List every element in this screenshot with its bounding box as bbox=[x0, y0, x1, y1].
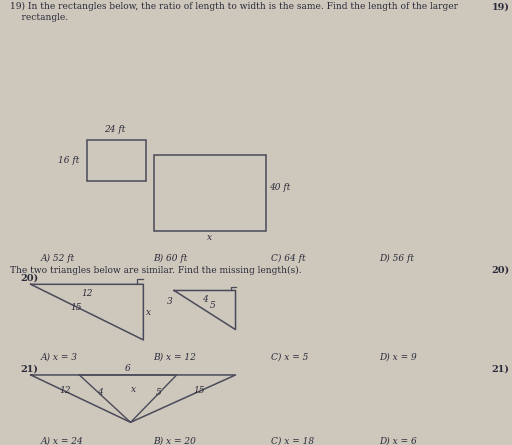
Text: B) 60 ft: B) 60 ft bbox=[154, 253, 188, 263]
Text: 3: 3 bbox=[167, 297, 173, 306]
Text: 21): 21) bbox=[492, 364, 509, 374]
Text: The two triangles below are similar. Find the missing length(s).: The two triangles below are similar. Fin… bbox=[10, 266, 302, 275]
Bar bbox=[87, 140, 146, 181]
Text: C) x = 5: C) x = 5 bbox=[271, 352, 309, 361]
Text: B) x = 12: B) x = 12 bbox=[154, 352, 197, 361]
Text: 4: 4 bbox=[202, 295, 208, 304]
Text: 20): 20) bbox=[492, 266, 509, 275]
Text: x: x bbox=[207, 233, 212, 242]
Text: 19): 19) bbox=[492, 2, 509, 11]
Text: x: x bbox=[131, 385, 136, 394]
Text: A) x = 24: A) x = 24 bbox=[41, 437, 83, 445]
Text: D) x = 6: D) x = 6 bbox=[379, 437, 417, 445]
Text: 5: 5 bbox=[210, 301, 216, 311]
Text: 15: 15 bbox=[70, 303, 81, 312]
Bar bbox=[154, 154, 266, 231]
Text: B) x = 20: B) x = 20 bbox=[154, 437, 197, 445]
Text: 20): 20) bbox=[20, 274, 38, 283]
Text: 21): 21) bbox=[20, 364, 38, 374]
Text: x: x bbox=[146, 307, 151, 317]
Text: 40 ft: 40 ft bbox=[269, 183, 290, 192]
Text: 15: 15 bbox=[194, 386, 205, 395]
Text: 12: 12 bbox=[59, 386, 71, 395]
Text: C) x = 18: C) x = 18 bbox=[271, 437, 314, 445]
Text: D) 56 ft: D) 56 ft bbox=[379, 253, 414, 263]
Text: D) x = 9: D) x = 9 bbox=[379, 352, 417, 361]
Text: 12: 12 bbox=[81, 289, 93, 298]
Text: 24 ft: 24 ft bbox=[104, 125, 126, 134]
Text: C) 64 ft: C) 64 ft bbox=[271, 253, 306, 263]
Text: 16 ft: 16 ft bbox=[58, 156, 79, 165]
Text: A) 52 ft: A) 52 ft bbox=[41, 253, 75, 263]
Text: 19) In the rectangles below, the ratio of length to width is the same. Find the : 19) In the rectangles below, the ratio o… bbox=[10, 2, 458, 22]
Text: 5: 5 bbox=[156, 388, 162, 396]
Text: 4: 4 bbox=[97, 388, 102, 396]
Text: 6: 6 bbox=[125, 364, 131, 373]
Text: A) x = 3: A) x = 3 bbox=[41, 352, 78, 361]
